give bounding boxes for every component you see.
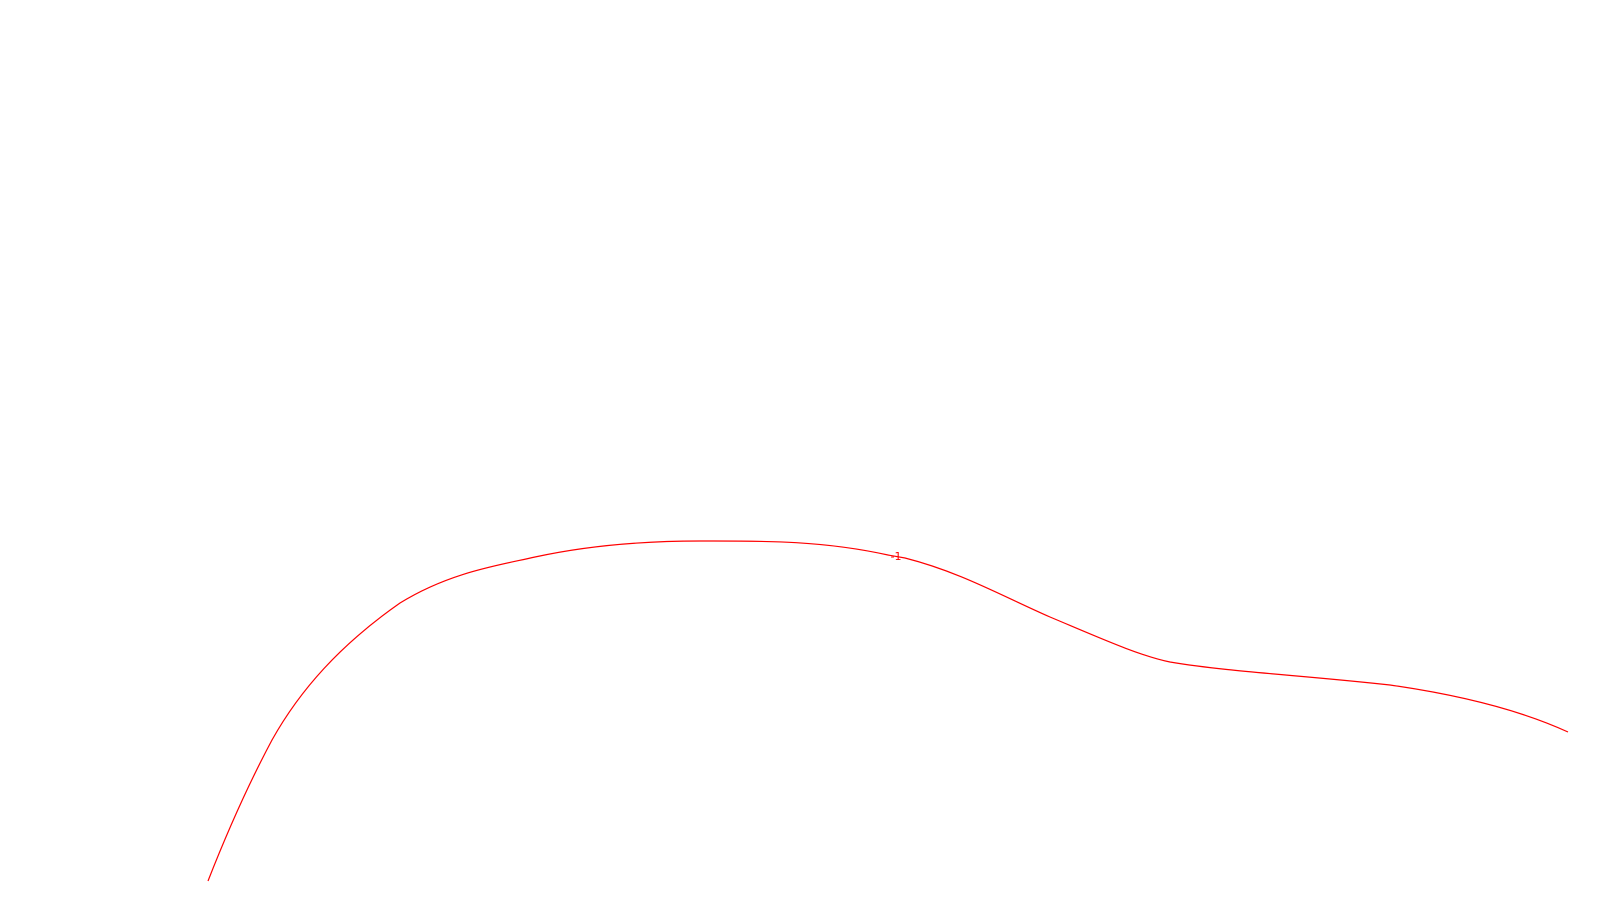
contour-label: -1 xyxy=(891,550,902,563)
contour-line xyxy=(207,540,1569,882)
